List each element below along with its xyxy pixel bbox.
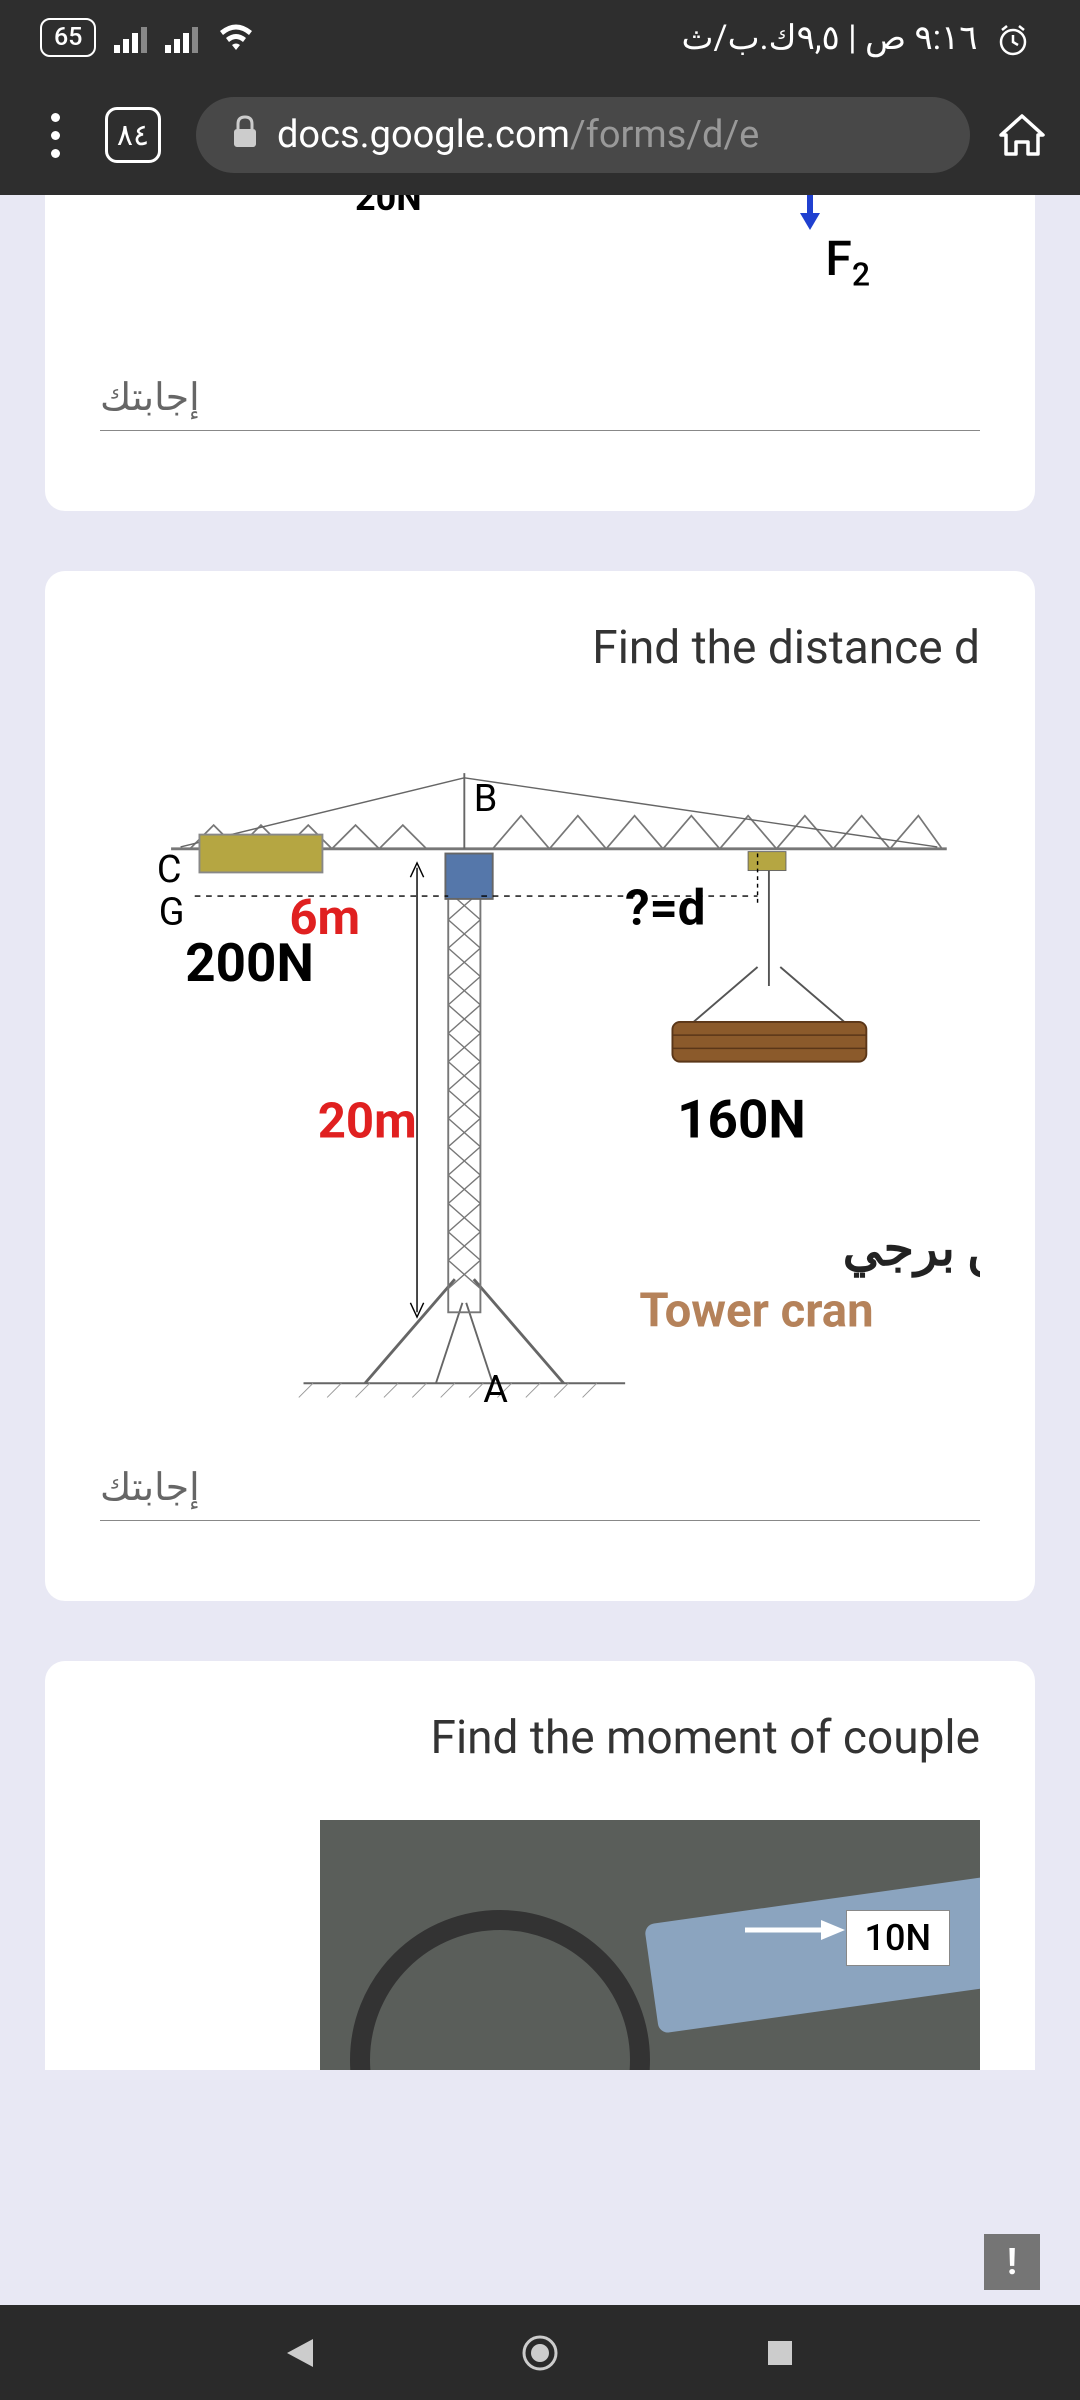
content-area[interactable]: 20N F2 إجابتك Find the distance d <box>0 195 1080 2305</box>
svg-text:كرين برجي: كرين برجي <box>843 1220 980 1278</box>
question-text-3: Find the moment of couple <box>100 1711 980 1765</box>
crane-diagram: C B G A 6m 200N 20m ?=d 160N كرين برجي T… <box>100 740 980 1440</box>
svg-text:200N: 200N <box>185 932 314 994</box>
svg-text:C: C <box>157 848 182 892</box>
steering-wheel-figure: 10N <box>320 1820 980 2070</box>
menu-button[interactable] <box>30 113 80 158</box>
question-card-3: Find the moment of couple 10N <box>45 1661 1035 2070</box>
alert-badge[interactable]: ! <box>984 2234 1040 2290</box>
url-bar[interactable]: docs.google.com/forms/d/e <box>196 97 970 173</box>
question-card-1: 20N F2 إجابتك <box>45 195 1035 511</box>
svg-text:20m: 20m <box>318 1092 417 1150</box>
svg-text:Tower cran: Tower cran <box>639 1282 873 1338</box>
label-20n: 20N <box>355 195 422 219</box>
signal-bars-2 <box>165 23 198 53</box>
alarm-icon <box>996 23 1030 57</box>
lock-icon <box>231 115 259 156</box>
navigation-bar <box>0 2305 1080 2400</box>
svg-text:160N: 160N <box>677 1088 806 1150</box>
clock-data: ٩:١٦ ص | ٩,٥ك.ب/ث <box>682 18 1030 58</box>
battery-indicator: 65 <box>40 18 96 57</box>
figure-f2: 20N F2 <box>100 195 980 350</box>
status-bar: 65 ٩:١٦ ص | ٩,٥ك.ب/ث <box>0 0 1080 75</box>
tab-count-button[interactable]: ٨٤ <box>105 107 161 163</box>
svg-text:B: B <box>474 777 498 821</box>
question-card-2: Find the distance d <box>45 571 1035 1601</box>
arrow-down-icon <box>795 195 825 230</box>
status-left: 65 <box>40 18 256 57</box>
home-button[interactable] <box>995 108 1050 163</box>
answer-input-1[interactable]: إجابتك <box>100 350 980 431</box>
wifi-icon <box>216 22 256 54</box>
svg-text:A: A <box>483 1368 508 1412</box>
recent-apps-button[interactable] <box>280 2333 320 2373</box>
browser-bar: ٨٤ docs.google.com/forms/d/e <box>0 75 1080 195</box>
label-f2: F2 <box>825 230 870 294</box>
question-text-2: Find the distance d <box>100 621 980 675</box>
signal-bars-1 <box>114 23 147 53</box>
url-text: docs.google.com/forms/d/e <box>277 113 935 157</box>
force-10n-label: 10N <box>846 1910 950 1966</box>
svg-text:G: G <box>159 890 185 934</box>
arrow-right-icon <box>745 1915 845 1945</box>
answer-input-2[interactable]: إجابتك <box>100 1440 980 1521</box>
svg-text:?=d: ?=d <box>625 879 705 937</box>
home-nav-button[interactable] <box>520 2333 560 2373</box>
back-button[interactable] <box>760 2333 800 2373</box>
